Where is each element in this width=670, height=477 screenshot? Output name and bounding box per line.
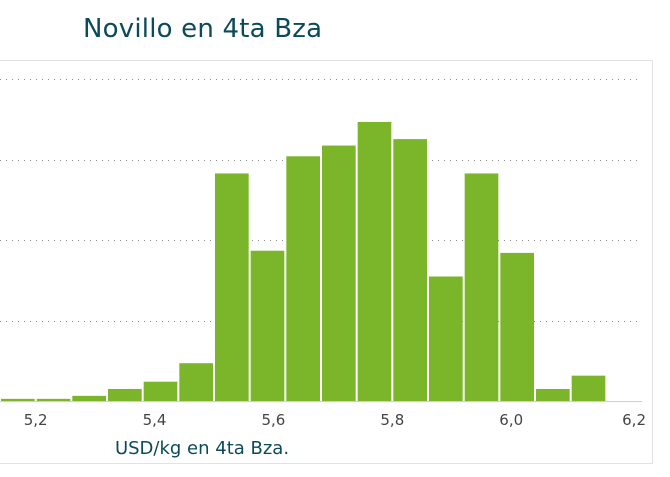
- histogram-bar: [429, 276, 463, 401]
- histogram-bar: [179, 363, 213, 401]
- x-tick-labels: 5,2 5,4 5,6 5,8 6,0 6,2: [24, 411, 646, 429]
- histogram-bar: [108, 388, 142, 401]
- histogram-bar: [536, 388, 570, 401]
- histogram-bar: [357, 121, 392, 401]
- histogram-bar: [143, 381, 178, 401]
- plot-frame: [0, 60, 653, 464]
- histogram-bar: [464, 173, 499, 401]
- histogram-bar: [571, 375, 606, 401]
- histogram-bar: [393, 139, 427, 401]
- x-tick-label: 5,6: [262, 411, 286, 429]
- x-tick-label: 6,2: [622, 411, 646, 429]
- histogram-bar: [215, 173, 249, 401]
- bars: [1, 121, 606, 401]
- histogram-bar: [250, 250, 285, 401]
- histogram-bar: [1, 398, 35, 401]
- gridlines: [0, 79, 642, 322]
- x-tick-label: 6,0: [499, 411, 523, 429]
- x-tick-label: 5,4: [143, 411, 167, 429]
- x-tick-label: 5,2: [24, 411, 48, 429]
- x-tick-label: 5,8: [380, 411, 404, 429]
- histogram-bar: [322, 145, 356, 401]
- histogram-bar: [286, 156, 320, 401]
- histogram-bar: [36, 398, 71, 401]
- chart-title: Novillo en 4ta Bza: [83, 14, 323, 44]
- histogram-bar: [72, 395, 106, 401]
- x-axis-label: USD/kg en 4ta Bza.: [115, 438, 289, 459]
- histogram-bar: [500, 252, 534, 401]
